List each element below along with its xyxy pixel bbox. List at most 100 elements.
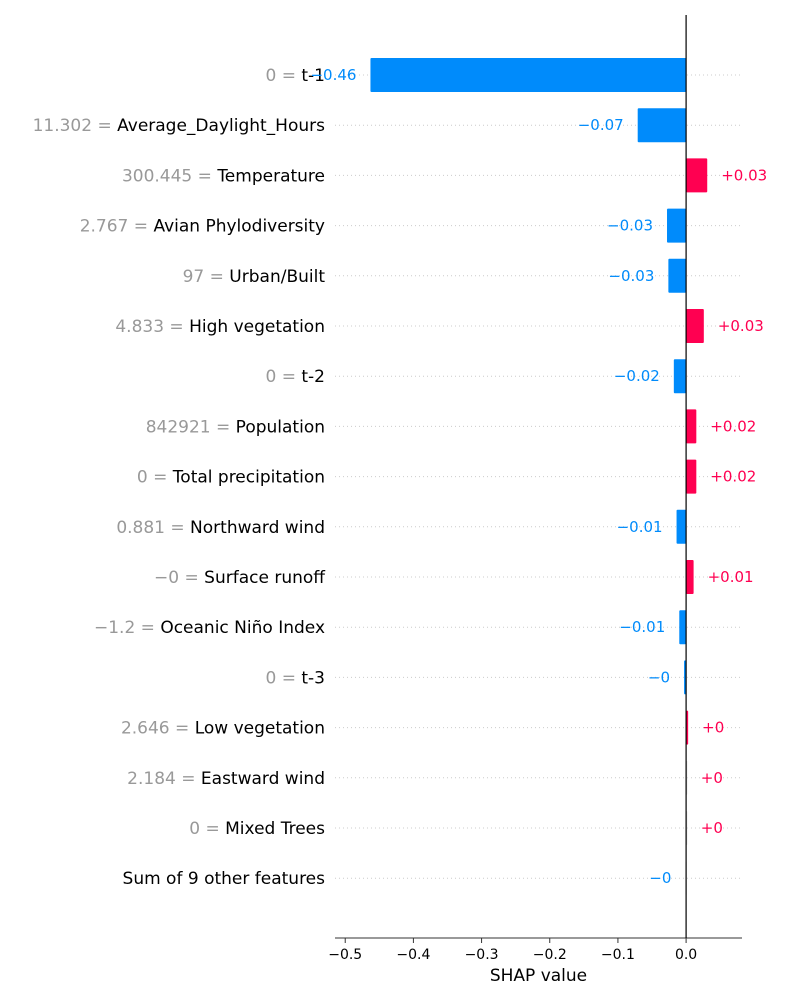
shap-bar <box>686 560 694 594</box>
shap-bar <box>673 359 687 394</box>
feature-name: Low vegetation <box>195 719 325 739</box>
bar-value-label: +0.03 <box>718 317 764 335</box>
feature-row: 2.184 = Eastward wind +0 <box>127 760 742 795</box>
bar-value-label: −0.02 <box>614 367 660 385</box>
bar-value-label: −0.07 <box>578 116 624 134</box>
shap-bar <box>679 610 687 645</box>
feature-row: −0 = Surface runoff +0.01 <box>154 560 754 594</box>
feature-name: Northward wind <box>190 518 325 538</box>
bar-value-label: +0.01 <box>708 568 754 586</box>
bar-value-label: +0 <box>701 819 723 837</box>
feature-row: 842921 = Population +0.02 <box>146 409 756 444</box>
feature-value: 2.184 = <box>127 769 201 789</box>
feature-value: 4.833 = <box>115 317 189 337</box>
x-axis: −0.5 −0.4 −0.3 −0.2 −0.1 0.0 SHAP value <box>328 937 742 986</box>
feature-name: Average_Daylight_Hours <box>117 116 325 136</box>
feature-label: Sum of 9 other features <box>123 869 326 889</box>
bar-value-label: −0 <box>648 668 670 686</box>
shap-bar <box>686 158 708 193</box>
feature-row: 11.302 = Average_Daylight_Hours −0.07 <box>33 108 742 143</box>
feature-label: 2.184 = Eastward wind <box>127 769 325 789</box>
feature-value: −0 = <box>154 568 204 588</box>
feature-value: 0 = <box>266 66 302 86</box>
bar-value-label: +0 <box>701 769 723 787</box>
feature-row: Sum of 9 other features −0 <box>123 861 742 896</box>
feature-value: 97 = <box>183 267 230 287</box>
shap-bar <box>676 509 687 544</box>
x-tick-label: −0.4 <box>396 947 430 963</box>
feature-name: Sum of 9 other features <box>123 869 326 889</box>
feature-name: Temperature <box>216 166 325 186</box>
feature-name: Avian Phylodiversity <box>153 217 325 237</box>
x-tick-label: 0.0 <box>675 947 697 963</box>
feature-row: 0 = t-2 −0.02 <box>266 359 742 394</box>
x-tick-label: −0.1 <box>601 947 635 963</box>
bar-value-label: −0 <box>649 869 671 887</box>
feature-value: 842921 = <box>146 417 236 437</box>
feature-label: 300.445 = Temperature <box>122 166 325 186</box>
feature-name: Total precipitation <box>172 468 325 488</box>
bar-value-label: −0.46 <box>310 66 356 84</box>
feature-label: 2.646 = Low vegetation <box>121 719 325 739</box>
bar-value-label: −0.01 <box>619 618 665 636</box>
feature-label: 2.767 = Avian Phylodiversity <box>80 217 325 237</box>
x-axis-title: SHAP value <box>490 966 587 986</box>
feature-label: 0.881 = Northward wind <box>116 518 325 538</box>
x-tick-label: −0.2 <box>533 947 567 963</box>
feature-rows: 0 = t-1−0.46 11.302 = Average_Daylight_Ho… <box>33 58 767 896</box>
feature-name: High vegetation <box>189 317 325 337</box>
feature-row: 0 = t-3 −0 <box>266 660 742 695</box>
feature-row: 0.881 = Northward wind −0.01 <box>116 509 742 544</box>
feature-name: Oceanic Niño Index <box>160 618 325 638</box>
shap-bar <box>667 208 687 243</box>
feature-row: 300.445 = Temperature +0.03 <box>122 158 767 193</box>
feature-row: 2.646 = Low vegetation +0 <box>121 710 742 745</box>
feature-value: 2.646 = <box>121 719 195 739</box>
shap-bar <box>370 58 687 92</box>
feature-name: t-1 <box>301 66 325 86</box>
bar-value-label: +0.03 <box>721 166 767 184</box>
feature-value: −1.2 = <box>94 618 160 638</box>
feature-label: 4.833 = High vegetation <box>115 317 325 337</box>
feature-label: 0 = t-2 <box>266 367 326 387</box>
feature-row: 97 = Urban/Built −0.03 <box>183 258 742 293</box>
feature-label: 97 = Urban/Built <box>183 267 326 287</box>
bar-value-label: −0.03 <box>608 267 654 285</box>
x-tick-label: −0.3 <box>465 947 499 963</box>
feature-value: 0 = <box>189 819 225 839</box>
feature-value: 0 = <box>266 668 302 688</box>
feature-row: 0 = Total precipitation +0.02 <box>137 459 756 494</box>
bar-value-label: −0.03 <box>607 217 653 235</box>
feature-name: t-3 <box>301 668 325 688</box>
feature-row: 2.767 = Avian Phylodiversity −0.03 <box>80 208 742 243</box>
shap-bar <box>686 459 697 494</box>
bar-value-label: +0 <box>702 719 724 737</box>
feature-row: 0 = Mixed Trees +0 <box>189 811 742 845</box>
feature-label: 11.302 = Average_Daylight_Hours <box>33 116 326 136</box>
feature-label: 0 = Mixed Trees <box>189 819 325 839</box>
feature-name: Mixed Trees <box>225 819 325 839</box>
feature-name: Population <box>236 417 325 437</box>
shap-bar <box>668 258 687 293</box>
feature-name: Eastward wind <box>201 769 325 789</box>
bar-value-label: +0.02 <box>710 468 756 486</box>
feature-value: 11.302 = <box>33 116 118 136</box>
feature-name: t-2 <box>301 367 325 387</box>
shap-bar <box>686 409 697 444</box>
feature-value: 300.445 = <box>122 166 217 186</box>
bar-value-label: +0.02 <box>710 417 756 435</box>
feature-label: 0 = Total precipitation <box>137 468 325 488</box>
feature-row: −1.2 = Oceanic Niño Index −0.01 <box>94 610 742 645</box>
shap-bar <box>637 108 687 143</box>
feature-label: −0 = Surface runoff <box>154 568 326 588</box>
feature-row: 0 = t-1−0.46 <box>266 58 742 92</box>
feature-value: 0 = <box>266 367 302 387</box>
feature-label: 842921 = Population <box>146 417 325 437</box>
x-axis-ticks: −0.5 −0.4 −0.3 −0.2 −0.1 0.0 <box>328 938 697 963</box>
feature-value: 0 = <box>137 468 173 488</box>
x-tick-label: −0.5 <box>328 947 362 963</box>
feature-value: 0.881 = <box>116 518 190 538</box>
shap-bar <box>686 309 704 343</box>
feature-value: 2.767 = <box>80 217 154 237</box>
